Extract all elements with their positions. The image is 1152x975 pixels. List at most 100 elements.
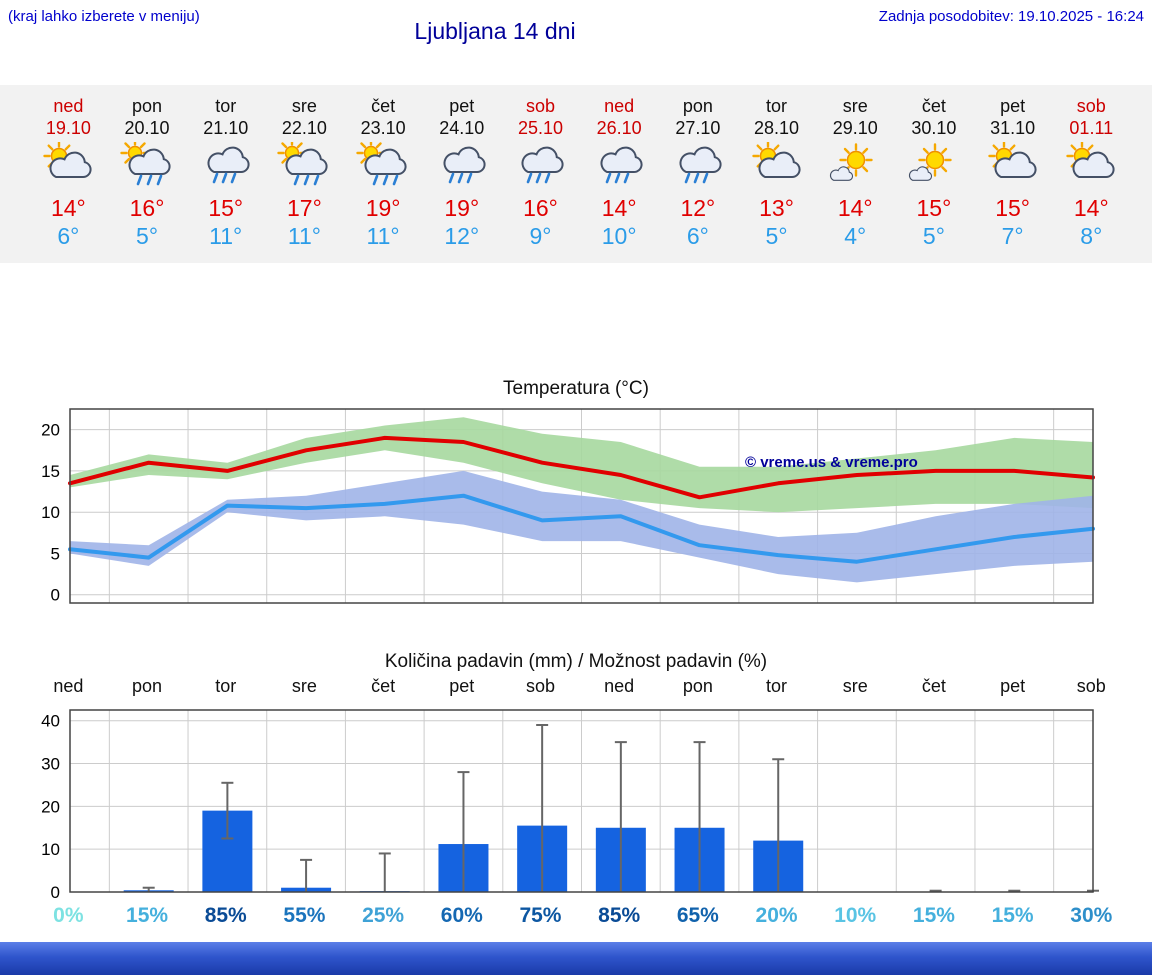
day-name: pon <box>132 96 163 116</box>
day-date: 24.10 <box>439 118 485 138</box>
precipitation-day-labels: ned pon tor sre čet pet sob ned pon tor sre čet pet s… <box>0 676 1152 702</box>
day-name: sre <box>291 96 317 116</box>
day-date: 30.10 <box>911 118 957 138</box>
day-max-temp: 15° <box>208 195 244 221</box>
day-max-temp: 16° <box>129 195 165 221</box>
watermark-link[interactable]: © vreme.us & vreme.pro <box>745 454 918 471</box>
partly-cloudy-icon <box>973 140 1052 192</box>
day-column[interactable]: ned 19.10 14° 6° <box>29 85 108 263</box>
day-column[interactable]: tor 21.10 15° 11° <box>186 85 265 263</box>
day-date: 21.10 <box>203 118 249 138</box>
last-update-timestamp: Zadnja posodobitev: 19.10.2025 - 16:24 <box>878 8 1144 25</box>
day-max-temp: 14° <box>50 195 86 221</box>
day-min-temp: 8° <box>1080 223 1103 249</box>
max-temperature-line <box>68 435 1095 500</box>
day-min-temp: 9° <box>529 223 552 249</box>
precip-day-label: ned <box>53 676 84 696</box>
precip-probability: 20% <box>755 904 798 927</box>
precip-y-tick: 20 <box>41 797 60 816</box>
day-min-temp: 5° <box>765 223 788 249</box>
precip-probability: 15% <box>912 904 955 927</box>
rain-icon <box>501 142 580 192</box>
precip-day-label: sre <box>842 676 868 696</box>
partly-cloudy-icon <box>737 140 816 192</box>
precip-y-tick: 0 <box>51 883 60 902</box>
temperature-chart: 0 5 10 15 20 © vreme.us & vreme.pro <box>41 408 1095 605</box>
day-min-temp: 11° <box>209 223 243 249</box>
day-column[interactable]: sob 25.10 16° 9° <box>501 85 580 263</box>
precip-day-label: tor <box>215 676 237 696</box>
temp-y-tick: 15 <box>41 462 60 481</box>
day-name: pon <box>682 96 713 116</box>
temp-y-tick: 5 <box>51 544 60 563</box>
day-name: sre <box>842 96 868 116</box>
temp-y-tick: 0 <box>51 586 60 605</box>
day-name: ned <box>53 96 84 116</box>
day-date: 23.10 <box>360 118 406 138</box>
temp-y-tick: 20 <box>41 421 60 440</box>
day-min-temp: 6° <box>686 223 709 249</box>
day-name: tor <box>215 96 237 116</box>
temperature-chart-title: Temperatura (°C) <box>503 378 649 399</box>
min-range-band <box>70 470 1093 583</box>
precip-probability: 85% <box>598 904 641 927</box>
day-column[interactable]: tor 28.10 13° 5° <box>737 85 816 263</box>
rain-icon <box>422 142 501 192</box>
day-name: pet <box>449 96 475 116</box>
day-date: 31.10 <box>990 118 1036 138</box>
precipitation-probability-row: 0% 15% 85% 55% 25% 60% 75% 85% 65% 20% 10% 15% 15% 30… <box>0 904 1152 934</box>
precip-day-label: tor <box>766 676 788 696</box>
sun-showers-icon <box>108 138 187 192</box>
day-max-temp: 15° <box>916 195 952 221</box>
day-date: 22.10 <box>281 118 327 138</box>
day-column[interactable]: čet 30.10 15° 5° <box>895 85 974 263</box>
precip-y-tick: 10 <box>41 840 60 859</box>
day-min-temp: 11° <box>366 223 400 249</box>
day-max-temp: 16° <box>523 195 558 221</box>
day-date: 20.10 <box>124 118 170 138</box>
precip-probability: 60% <box>440 904 483 927</box>
page-header: (kraj lahko izberete v meniju) Ljubljana… <box>0 0 1152 48</box>
precip-day-label: pon <box>682 676 713 696</box>
precip-probability: 15% <box>991 904 1034 927</box>
day-max-temp: 19° <box>444 195 480 221</box>
day-min-temp: 5° <box>922 223 945 249</box>
day-name: čet <box>371 96 396 116</box>
precip-day-label: sob <box>525 676 555 696</box>
max-range-band <box>70 417 1093 513</box>
day-min-temp: 12° <box>444 223 480 249</box>
precip-probability: 65% <box>676 904 719 927</box>
day-min-temp: 6° <box>57 223 80 249</box>
day-min-temp: 7° <box>1001 223 1024 249</box>
day-max-temp: 19° <box>365 195 401 221</box>
sun-showers-icon <box>265 138 344 192</box>
day-date: 01.11 <box>1069 118 1114 138</box>
day-date: 27.10 <box>675 118 721 138</box>
rain-icon <box>580 142 659 192</box>
day-date: 25.10 <box>517 118 563 138</box>
day-max-temp: 13° <box>759 195 794 221</box>
footer-banner <box>0 942 1152 975</box>
precip-y-tick: 30 <box>41 755 60 774</box>
day-column[interactable]: pon 20.10 16° 5° <box>108 85 187 263</box>
day-date: 29.10 <box>832 118 878 138</box>
day-column[interactable]: sob 01.11 14° 8° <box>1052 85 1131 263</box>
day-date: 26.10 <box>596 118 642 138</box>
day-max-temp: 15° <box>995 195 1030 221</box>
day-column[interactable]: sre 29.10 14° 4° <box>816 85 895 263</box>
precip-day-label: čet <box>371 676 396 696</box>
menu-hint[interactable]: (kraj lahko izberete v meniju) <box>8 8 200 25</box>
precip-day-label: sre <box>291 676 317 696</box>
day-column[interactable]: ned 26.10 14° 10° <box>580 85 659 263</box>
day-column[interactable]: pon 27.10 12° 6° <box>659 85 738 263</box>
rain-icon <box>659 142 738 192</box>
precip-probability: 30% <box>1070 904 1113 927</box>
day-column[interactable]: pet 31.10 15° 7° <box>973 85 1052 263</box>
day-column[interactable]: pet 24.10 19° 12° <box>422 85 501 263</box>
precip-probability: 0% <box>53 904 84 927</box>
day-column[interactable]: sre 22.10 17° 11° <box>265 85 344 263</box>
day-column[interactable]: čet 23.10 19° 11° <box>344 85 423 263</box>
day-max-temp: 17° <box>287 195 322 221</box>
day-min-temp: 4° <box>844 223 867 249</box>
day-name: sob <box>525 96 555 116</box>
